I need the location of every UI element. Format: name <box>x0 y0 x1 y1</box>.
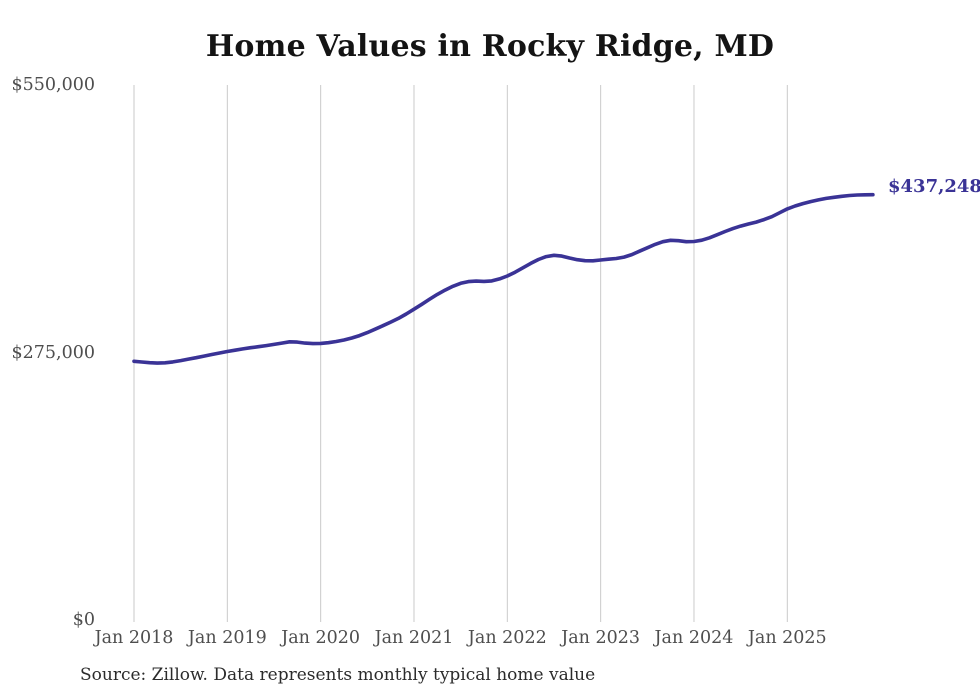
x-tick-label: Jan 2021 <box>374 628 454 648</box>
x-tick-label: Jan 2022 <box>467 628 547 648</box>
x-tick-label: Jan 2025 <box>747 628 827 648</box>
y-tick-label: $275,000 <box>11 342 95 363</box>
chart-title: Home Values in Rocky Ridge, MD <box>205 29 775 64</box>
x-tick-label: Jan 2024 <box>654 628 734 648</box>
y-tick-label: $0 <box>72 610 95 630</box>
y-tick-label: $550,000 <box>11 75 95 95</box>
x-tick-label: Jan 2019 <box>187 628 267 648</box>
x-tick-label: Jan 2020 <box>281 628 361 648</box>
x-tick-label: Jan 2023 <box>561 628 641 648</box>
x-tick-label: Jan 2018 <box>94 628 174 648</box>
latest-value-label: $437,248 <box>888 176 980 197</box>
source-note: Source: Zillow. Data represents monthly … <box>80 665 596 685</box>
home-value-line <box>132 192 875 365</box>
